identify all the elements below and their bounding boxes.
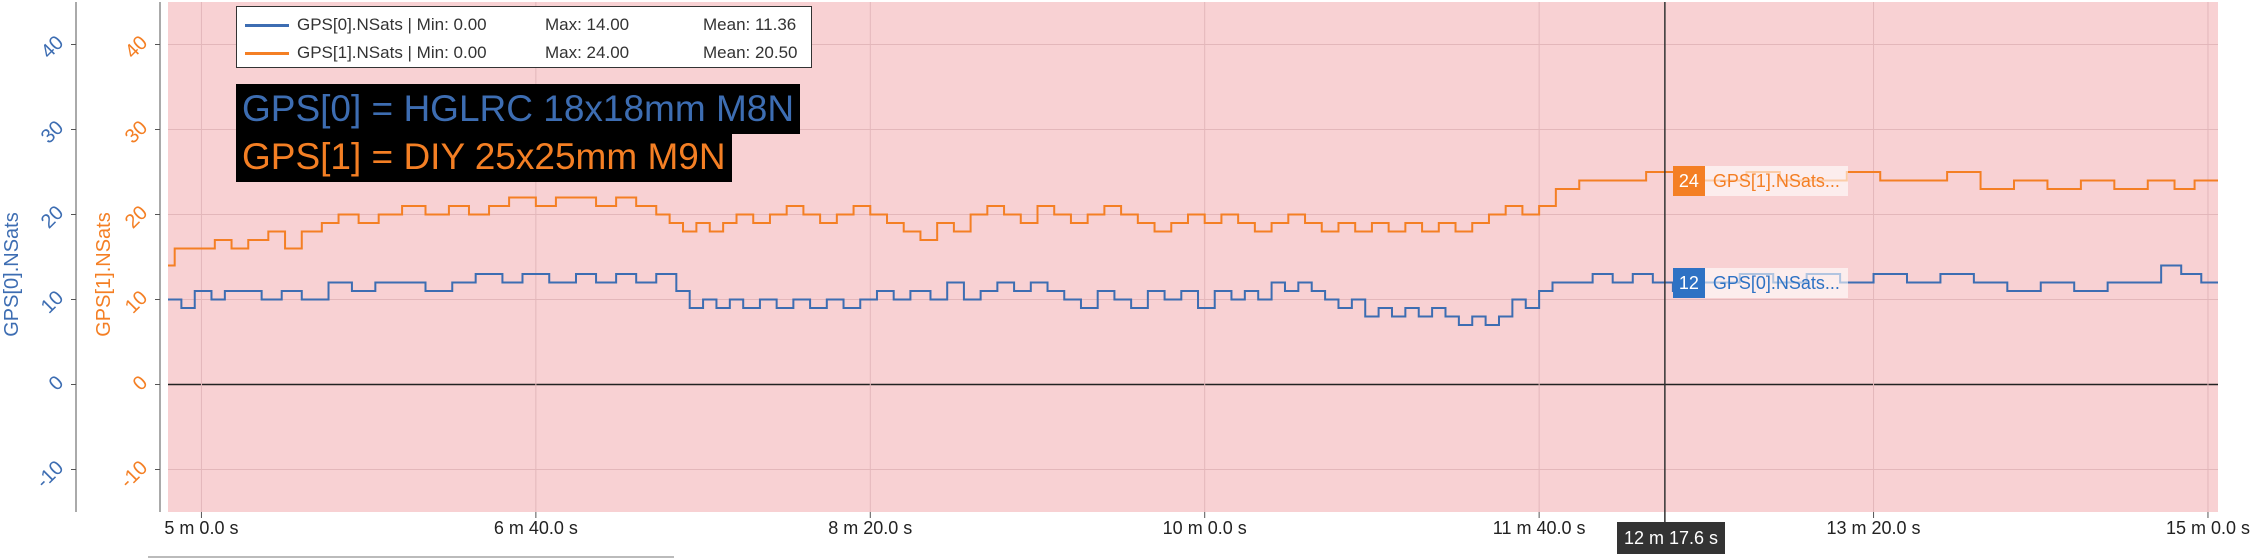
legend-mean-gps0: Mean: 11.36 — [703, 15, 797, 34]
annotation-gps1: GPS[1] = DIY 25x25mm M9N — [236, 132, 732, 182]
y-tick-label: -10 — [32, 457, 68, 493]
y-axis-label-gps1: GPS[1].NSats — [92, 211, 115, 337]
y-tick-label: 30 — [121, 117, 152, 148]
y-tick-label: 40 — [121, 32, 152, 63]
x-tick-label: 8 m 20.0 s — [828, 518, 912, 538]
legend-label-gps1: GPS[1].NSats | Min: 0.00 — [297, 43, 487, 62]
y-tick-label: 10 — [37, 287, 68, 318]
x-tick-label: 6 m 40.0 s — [494, 518, 578, 538]
y-tick-label: 10 — [121, 287, 152, 318]
hover-tag-gps0: 12 GPS[0].NSats... — [1672, 267, 1848, 298]
legend-swatch-gps1 — [245, 52, 289, 56]
y-tick-label: 0 — [45, 372, 68, 395]
x-tick-label: 11 m 40.0 s — [1493, 518, 1586, 538]
y-tick-label: 20 — [121, 202, 152, 233]
legend-item-gps1[interactable]: GPS[1].NSats | Min: 0.00 Max: 24.00 Mean: … — [245, 39, 798, 67]
hover-value-gps0: 12 — [1672, 267, 1705, 298]
x-tick-label: 15 m 0.0 s — [2166, 518, 2250, 538]
series-line-1[interactable] — [168, 171, 2218, 267]
legend-mean-gps1: Mean: 20.50 — [703, 43, 798, 62]
legend-swatch-gps0 — [245, 24, 289, 28]
legend-max-gps0: Max: 14.00 — [545, 15, 630, 34]
hover-series-gps1: GPS[1].NSats... — [1704, 165, 1848, 196]
y-tick-label: 20 — [37, 202, 68, 233]
cursor-time-label: 12 m 17.6 s — [1617, 522, 1725, 554]
annotation-gps0: GPS[0] = HGLRC 18x18mm M8N — [236, 84, 801, 134]
x-tick-label: 13 m 20.0 s — [1827, 518, 1921, 538]
hover-value-gps1: 24 — [1672, 165, 1705, 196]
x-tick-label: 5 m 0.0 s — [164, 518, 238, 538]
legend-max-gps1: Max: 24.00 — [545, 43, 630, 62]
y-tick-label: 30 — [37, 117, 68, 148]
hover-series-gps0: GPS[0].NSats... — [1704, 267, 1848, 298]
plot-background — [168, 2, 2218, 512]
x-tick-label: 10 m 0.0 s — [1163, 518, 1247, 538]
hover-tag-gps1: 24 GPS[1].NSats... — [1672, 165, 1848, 196]
y-tick-label: 40 — [37, 32, 68, 63]
legend-label-gps0: GPS[0].NSats | Min: 0.00 — [297, 15, 487, 34]
y-axis-label-gps0: GPS[0].NSats — [0, 211, 23, 337]
legend[interactable]: GPS[0].NSats | Min: 0.00 Max: 14.00 Mean: … — [236, 6, 812, 68]
y-tick-label: 0 — [129, 372, 152, 395]
y-tick-label: -10 — [116, 457, 152, 493]
legend-item-gps0[interactable]: GPS[0].NSats | Min: 0.00 Max: 14.00 Mean: … — [245, 11, 796, 39]
